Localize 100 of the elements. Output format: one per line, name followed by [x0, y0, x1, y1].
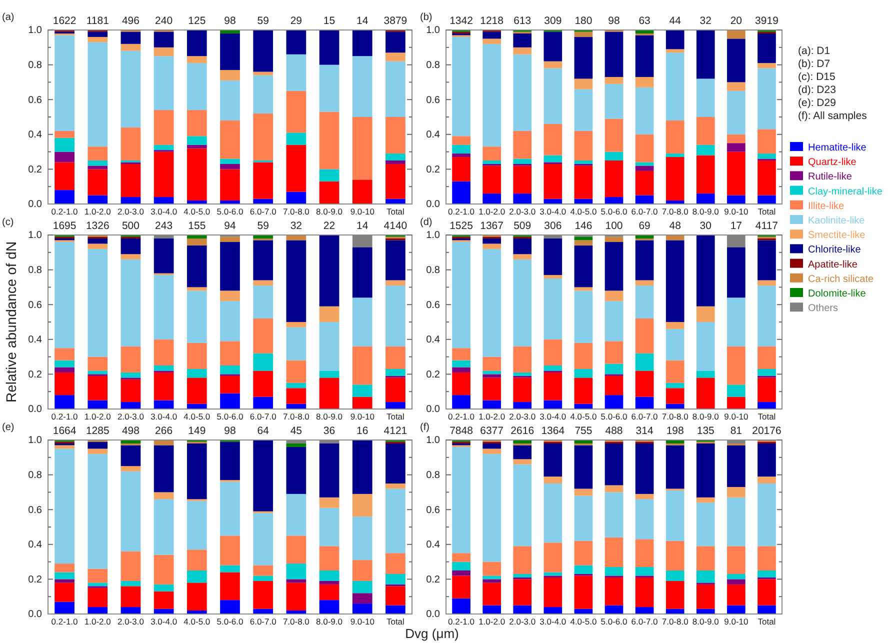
bar	[386, 553, 406, 574]
x-tick-label: 0.2-1.0	[448, 412, 475, 422]
bar	[386, 280, 406, 286]
text: 45	[290, 425, 302, 437]
text: 4117	[755, 220, 778, 232]
x-tick-label: Total	[386, 206, 405, 217]
text: (c): D15	[798, 71, 836, 83]
bar	[352, 56, 372, 117]
text: 98	[224, 425, 236, 437]
bar	[88, 370, 108, 374]
bar	[513, 445, 532, 460]
bar	[727, 38, 746, 82]
y-tick-label: 0.8	[426, 60, 440, 71]
bar	[386, 160, 406, 164]
text: 1622	[52, 15, 76, 27]
x-axis-title: Dvg (μm)	[405, 626, 459, 641]
text: 1342	[450, 15, 474, 27]
bar	[154, 197, 174, 204]
bar	[120, 379, 141, 402]
bar	[186, 144, 207, 148]
bar	[544, 124, 562, 156]
x-tick-label: Total	[758, 412, 776, 422]
bar	[604, 152, 624, 160]
text: 44	[669, 15, 682, 27]
bar	[696, 155, 715, 194]
bar	[604, 197, 624, 204]
text: 20176	[752, 425, 782, 437]
bar	[186, 582, 207, 611]
bar	[513, 166, 532, 194]
bar	[696, 370, 715, 378]
bar	[386, 117, 406, 154]
bar	[88, 607, 108, 614]
bar	[482, 244, 501, 249]
x-tick-label: 0.2-1.0	[51, 206, 78, 217]
x-tick-label: 8.0-9.0	[316, 206, 343, 217]
bar	[452, 136, 470, 145]
bar	[88, 244, 108, 249]
bar	[120, 238, 141, 254]
bar	[666, 120, 684, 154]
bar	[758, 285, 776, 346]
y-tick-label: 0.6	[28, 94, 42, 106]
bar	[54, 367, 74, 372]
bar	[386, 240, 406, 280]
text: 20	[730, 15, 742, 27]
bar	[513, 130, 532, 159]
bar	[604, 76, 624, 84]
x-tick-label: 5.0-6.0	[600, 412, 628, 422]
bar	[88, 448, 108, 454]
bar	[666, 445, 684, 489]
bar	[482, 38, 501, 44]
bar	[352, 494, 372, 517]
text: 7848	[450, 425, 474, 437]
chart-title: (b)	[420, 12, 432, 23]
text: 500	[122, 220, 140, 232]
bar	[186, 570, 207, 583]
bar	[186, 136, 207, 145]
x-tick-label: 7.0-8.0	[662, 206, 689, 217]
bar	[758, 33, 776, 64]
bar	[88, 160, 108, 166]
bar	[54, 372, 74, 396]
bar	[482, 32, 501, 39]
bar	[54, 348, 74, 360]
bar	[604, 485, 624, 492]
bar	[727, 605, 746, 614]
bar	[352, 247, 372, 298]
bar	[286, 322, 306, 328]
bar	[253, 440, 274, 512]
bar	[604, 567, 624, 576]
legend-label: Illite-like	[808, 200, 845, 212]
bar	[54, 242, 74, 348]
x-tick-label: 5.0-6.0	[216, 616, 244, 627]
y-tick-label: 1.0	[426, 435, 440, 446]
bar	[154, 339, 174, 366]
bar	[220, 236, 240, 242]
bar	[727, 584, 746, 606]
bar	[574, 240, 593, 246]
x-tick-label: 4.0-5.0	[184, 412, 210, 422]
y-tick-label: 0.0	[28, 404, 42, 416]
bar	[186, 378, 207, 404]
bar	[253, 353, 274, 371]
bar	[319, 169, 340, 182]
text: 3879	[384, 15, 408, 27]
bar	[186, 245, 207, 288]
text: 32	[290, 220, 302, 232]
bar	[120, 586, 141, 608]
bar	[120, 127, 141, 160]
bar	[727, 574, 746, 580]
bar	[604, 577, 624, 606]
text: 3919	[755, 15, 779, 27]
bar	[220, 70, 240, 80]
text: 146	[574, 220, 592, 232]
bar	[154, 110, 174, 145]
bar	[513, 194, 532, 204]
bar	[666, 240, 684, 322]
bar	[286, 132, 306, 145]
bar	[54, 602, 74, 614]
bar	[635, 280, 654, 286]
bar	[220, 33, 240, 70]
y-axis-title: Relative abundance of dN	[3, 241, 19, 403]
bar	[253, 280, 274, 286]
